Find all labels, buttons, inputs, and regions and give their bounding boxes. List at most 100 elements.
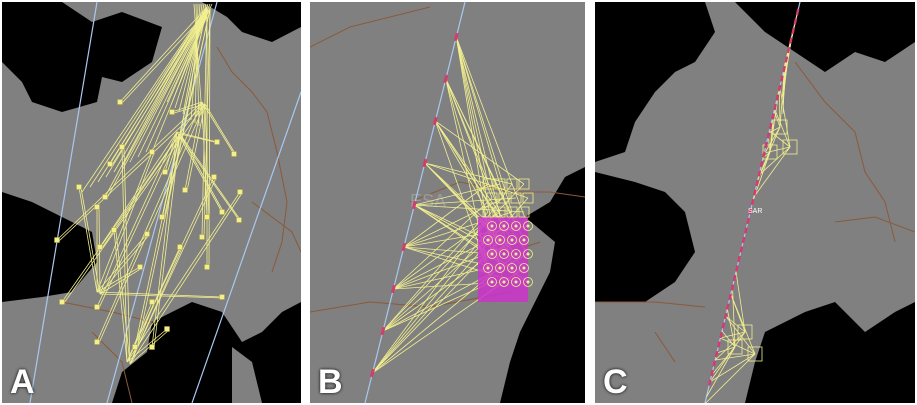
link-line [393, 267, 489, 290]
link-line [61, 101, 203, 303]
link-line [176, 131, 240, 221]
target-cell [511, 249, 521, 259]
link-line [753, 146, 791, 198]
track-marker [710, 369, 714, 377]
link-line [89, 7, 208, 188]
track-marker [721, 322, 726, 329]
track-marker [744, 227, 748, 234]
track-marker [401, 242, 407, 252]
link-lines-c [705, 11, 799, 403]
map-c-canvas: SAR [595, 2, 915, 403]
target-cell [483, 263, 493, 273]
link-line [382, 183, 525, 332]
track-marker [793, 18, 798, 25]
link-line [414, 204, 525, 213]
target-marker [107, 161, 113, 167]
track-marker [773, 103, 777, 111]
coverage-area [478, 217, 528, 302]
target-box [510, 192, 522, 204]
link-line [393, 197, 493, 290]
track-marker [768, 122, 773, 130]
target-cell [483, 235, 493, 245]
track-marker [795, 8, 800, 16]
target-cell [499, 249, 509, 259]
target-cell [495, 263, 505, 273]
target-marker [137, 264, 143, 270]
link-line [119, 6, 208, 103]
target-cell [519, 263, 529, 273]
country-borders [595, 61, 915, 363]
track-marker [730, 284, 735, 291]
target-dot [522, 266, 526, 270]
link-line [98, 103, 206, 344]
target-marker [94, 304, 100, 310]
link-line [782, 67, 785, 115]
target-dot [502, 224, 506, 228]
link-line [176, 131, 223, 213]
target-marker [111, 227, 117, 233]
link-line [726, 308, 736, 348]
link-line [705, 353, 756, 403]
target-dot [490, 280, 494, 284]
link-line [96, 233, 148, 293]
target-dot [486, 266, 490, 270]
track-marker [750, 198, 755, 206]
track-marker [771, 113, 775, 120]
track-marker [777, 84, 782, 92]
track-marker [782, 65, 786, 73]
target-box [762, 144, 778, 160]
target-cells-b [478, 178, 534, 302]
link-line [96, 291, 223, 298]
track-markers-c [708, 8, 800, 386]
link-line [204, 103, 237, 156]
link-line [63, 103, 206, 304]
target-marker [204, 264, 210, 270]
track-label: SAR [748, 208, 762, 215]
track-marker [775, 94, 780, 101]
map-a-canvas [2, 2, 301, 403]
link-line [97, 8, 208, 183]
link-line [137, 13, 208, 158]
link-line [78, 186, 98, 293]
link-line [151, 131, 178, 348]
link-line [81, 6, 208, 193]
link-line [455, 36, 513, 213]
link-line [129, 302, 155, 365]
track-marker [784, 56, 789, 63]
track-marker [726, 303, 730, 310]
map-panel-a: A [2, 2, 301, 403]
watermark: ESA [410, 191, 446, 211]
target-box [494, 206, 506, 218]
track-marker [786, 46, 791, 54]
target-marker [204, 214, 210, 220]
target-box [518, 178, 530, 190]
track-marker [789, 37, 793, 44]
targets-a [54, 99, 243, 350]
link-lines-a [56, 3, 243, 365]
link-line [171, 101, 203, 113]
link-line [126, 328, 168, 363]
link-line [96, 151, 153, 293]
track-markers-b [369, 32, 459, 378]
panel-label-a: A [10, 363, 35, 401]
link-line [96, 266, 141, 293]
link-line [126, 301, 153, 363]
track-marker [757, 170, 762, 177]
track-marker [735, 265, 739, 272]
target-dot [486, 238, 490, 242]
track-marker [432, 116, 438, 126]
link-line [716, 346, 736, 354]
link-line [121, 11, 208, 168]
target-marker [182, 187, 188, 193]
link-line [424, 162, 513, 185]
link-line [195, 3, 200, 127]
link-line [372, 225, 493, 374]
dark-landmass-northeast [202, 2, 301, 42]
target-box [506, 178, 518, 190]
link-line [129, 247, 183, 365]
track-marker [791, 27, 795, 35]
link-line [414, 183, 501, 206]
target-dot [514, 224, 518, 228]
link-line [179, 133, 220, 144]
gray-peninsula [232, 347, 262, 403]
